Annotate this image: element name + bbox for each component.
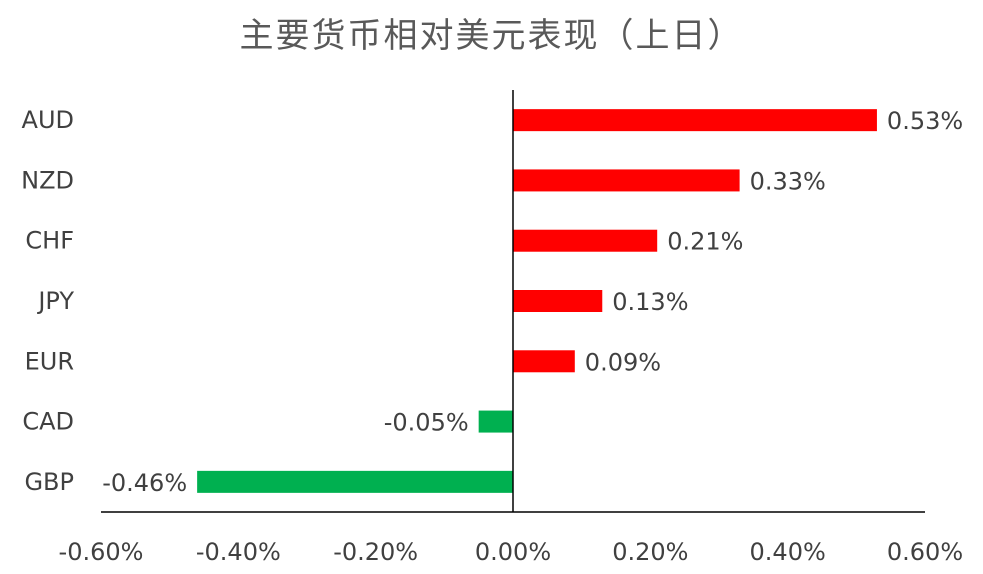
bar-jpy <box>513 290 603 312</box>
value-label-nzd: 0.33% <box>750 167 826 195</box>
bar-aud <box>513 109 877 132</box>
value-label-cad: -0.05% <box>384 409 469 437</box>
bar-cad <box>478 410 513 433</box>
value-label-eur: 0.09% <box>585 348 661 376</box>
category-label-gbp: GBP <box>24 468 74 496</box>
value-label-gbp: -0.46% <box>102 469 187 497</box>
bar-eur <box>513 350 575 373</box>
category-label-cad: CAD <box>22 408 74 436</box>
bar-gbp <box>197 470 513 493</box>
category-label-aud: AUD <box>22 106 74 134</box>
category-label-eur: EUR <box>25 347 74 375</box>
category-label-jpy: JPY <box>36 287 74 315</box>
category-label-chf: CHF <box>25 227 74 255</box>
category-label-nzd: NZD <box>21 166 74 194</box>
x-tick-label: -0.40% <box>196 538 281 566</box>
x-tick-label: 0.60% <box>887 538 963 566</box>
bar-chf <box>513 229 658 252</box>
x-tick-label: -0.20% <box>333 538 418 566</box>
chart-title: 主要货币相对美元表现（上日） <box>239 16 744 56</box>
x-tick-label: 0.20% <box>612 538 688 566</box>
bar-nzd <box>513 169 740 192</box>
x-tick-label: 0.40% <box>750 538 826 566</box>
x-tick-label: 0.00% <box>475 538 551 566</box>
x-tick-label: -0.60% <box>59 538 144 566</box>
value-label-jpy: 0.13% <box>612 288 688 316</box>
value-label-aud: 0.53% <box>887 107 963 135</box>
value-label-chf: 0.21% <box>667 228 743 256</box>
